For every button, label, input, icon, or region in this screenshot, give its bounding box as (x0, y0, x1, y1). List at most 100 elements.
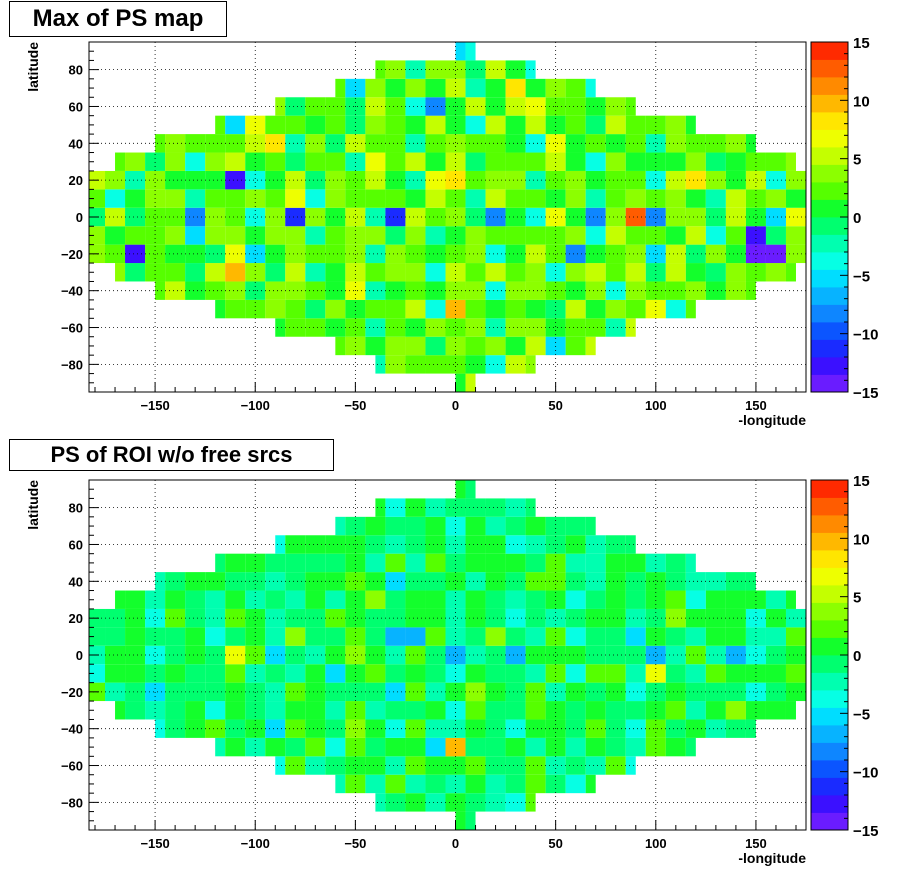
heatmap-cell (785, 226, 806, 245)
heatmap-cell (375, 60, 386, 79)
heatmap-cell (705, 189, 726, 208)
heatmap-cell (145, 244, 166, 264)
heatmap-cell (405, 627, 426, 646)
heatmap-cell (785, 701, 796, 720)
heatmap-cell (545, 737, 566, 757)
heatmap-cell (605, 719, 626, 738)
heatmap-cell (485, 719, 506, 738)
heatmap-cell (365, 608, 386, 628)
heatmap-cell (165, 226, 186, 245)
heatmap-cell (225, 152, 246, 171)
heatmap-cell (525, 170, 546, 190)
heatmap-cell (105, 608, 126, 628)
heatmap-cell (765, 170, 786, 190)
heatmap-cell (325, 115, 346, 135)
heatmap-cell (185, 664, 206, 683)
heatmap-cell (465, 682, 486, 702)
heatmap-cell (405, 244, 426, 264)
heatmap-cell (725, 719, 746, 738)
heatmap-cell (525, 207, 546, 227)
heatmap-cell (685, 664, 706, 683)
color-bar-label: 10 (853, 531, 870, 548)
heatmap-cell (605, 115, 626, 135)
heatmap-cell (485, 336, 506, 356)
heatmap-cell (585, 170, 606, 190)
heatmap-cell (745, 244, 766, 264)
chart-title: PS of ROI w/o free srcs (9, 439, 334, 471)
heatmap-cell (485, 281, 506, 300)
heatmap-cell (265, 608, 286, 628)
heatmap-cell (765, 645, 786, 665)
heatmap-cell (505, 78, 526, 98)
heatmap-cell (505, 498, 526, 517)
heatmap-cell (525, 336, 546, 356)
heatmap-cell (265, 682, 286, 702)
heatmap-cell (365, 281, 386, 300)
heatmap-cell (285, 207, 306, 227)
heatmap-cell (545, 682, 566, 702)
heatmap-cell (405, 170, 426, 190)
heatmap-cell (645, 664, 666, 683)
heatmap-cell (425, 572, 446, 591)
heatmap-cell (165, 664, 186, 683)
heatmap-cell (455, 811, 466, 830)
heatmap-cell (165, 263, 186, 282)
heatmap-cell (485, 263, 506, 282)
heatmap-cell (585, 207, 606, 227)
heatmap-cell (125, 226, 146, 245)
x-tick-label: −50 (344, 398, 366, 413)
heatmap-cell (225, 115, 246, 135)
heatmap-cell (385, 682, 406, 702)
color-bar-bin (811, 515, 848, 533)
y-tick-label: −60 (61, 321, 83, 336)
heatmap-cell (725, 664, 746, 683)
color-bar-label: 5 (853, 152, 861, 169)
heatmap-cell (305, 664, 326, 683)
heatmap-cell (505, 608, 526, 628)
heatmap-cell (405, 97, 426, 116)
heatmap-cell (275, 535, 286, 554)
heatmap-cell (285, 737, 306, 757)
heatmap-cell (365, 134, 386, 153)
heatmap-cell (105, 645, 126, 665)
heatmap-cell (385, 244, 406, 264)
heatmap-cell (325, 535, 346, 554)
heatmap-cell (365, 189, 386, 208)
color-bar-bin (811, 742, 848, 761)
heatmap-cell (445, 553, 466, 573)
heatmap-cell (365, 78, 386, 98)
color-bar-bin (811, 217, 848, 235)
heatmap-cell (705, 664, 726, 683)
heatmap-cell (385, 498, 406, 517)
heatmap-cell (625, 664, 646, 683)
heatmap-cell (465, 664, 486, 683)
heatmap-cell (585, 737, 606, 757)
heatmap-cell (545, 170, 566, 190)
heatmap-cell (375, 355, 386, 374)
heatmap-cell (525, 535, 546, 554)
heatmap-cell (545, 336, 566, 356)
heatmap-cell (405, 134, 426, 153)
heatmap-svg-ps-roi: −150 −100 −50 0 50 100 150-longitude−80−60−40−… (25, 473, 878, 866)
heatmap-cell (665, 152, 686, 171)
heatmap-cell (665, 664, 686, 683)
heatmap-cell (245, 207, 266, 227)
heatmap-cell (665, 244, 686, 264)
heatmap-cell (205, 572, 226, 591)
x-tick-label: −50 (344, 836, 366, 851)
heatmap-cell (205, 682, 226, 702)
heatmap-cell (565, 516, 586, 536)
heatmap-cell (305, 152, 326, 171)
heatmap-cell (785, 664, 806, 683)
heatmap-cell (625, 97, 636, 116)
heatmap-cell (365, 701, 386, 720)
heatmap-cell (465, 756, 486, 775)
heatmap-cell (645, 134, 666, 153)
heatmap-cell (585, 78, 596, 98)
heatmap-cell (605, 535, 626, 554)
heatmap-cell (465, 60, 486, 79)
x-tick-label: 0 (452, 398, 459, 413)
heatmap-cell (645, 590, 666, 609)
heatmap-cell (105, 207, 126, 227)
heatmap-cell (485, 553, 506, 573)
